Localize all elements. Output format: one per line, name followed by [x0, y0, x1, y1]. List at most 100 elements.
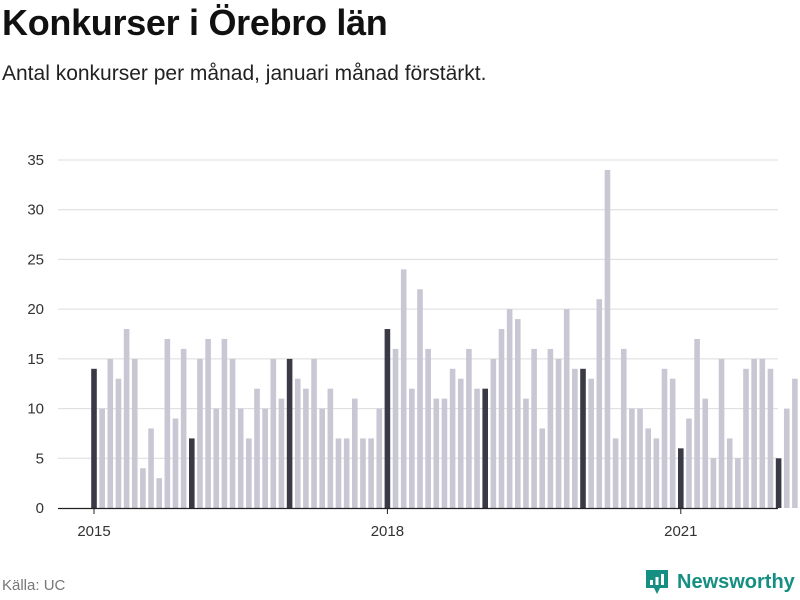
- bar: [669, 378, 676, 508]
- y-tick-label: 25: [27, 251, 44, 268]
- bar: [759, 358, 766, 508]
- bar: [457, 378, 464, 508]
- y-tick-label: 10: [27, 401, 44, 418]
- bar: [433, 398, 440, 508]
- bar-january: [189, 438, 195, 508]
- bar: [254, 388, 260, 508]
- bar: [572, 368, 578, 508]
- bar: [107, 358, 114, 508]
- bar: [751, 358, 757, 508]
- bar: [441, 398, 448, 508]
- bar: [262, 408, 268, 508]
- newsworthy-logo-icon: [646, 570, 668, 594]
- bar: [531, 348, 537, 508]
- bar: [710, 458, 717, 508]
- bar: [172, 418, 179, 508]
- bar-january: [286, 358, 293, 508]
- bar: [148, 428, 154, 508]
- bar: [726, 438, 733, 508]
- newsworthy-logo[interactable]: Newsworthy: [645, 569, 795, 595]
- y-tick-label: 15: [27, 351, 44, 368]
- chart-title: Konkurser i Örebro län: [2, 2, 388, 43]
- bar: [686, 418, 692, 508]
- bar: [278, 398, 285, 508]
- bar: [229, 358, 236, 508]
- bar: [425, 348, 431, 508]
- bar-january: [678, 448, 684, 508]
- bar: [563, 309, 570, 508]
- bar: [645, 428, 651, 508]
- bar: [702, 398, 709, 508]
- bar: [629, 408, 635, 508]
- bar: [718, 358, 725, 508]
- bar: [294, 378, 301, 508]
- bar: [735, 458, 741, 508]
- bar: [360, 438, 366, 508]
- bar: [115, 378, 122, 508]
- bar: [449, 368, 456, 508]
- bar: [653, 438, 660, 508]
- bar: [547, 348, 554, 508]
- bar: [506, 309, 513, 508]
- bar: [555, 358, 562, 508]
- source-label: Källa: UC: [2, 577, 66, 594]
- bar: [343, 438, 350, 508]
- bar: [99, 408, 105, 508]
- bar-chart: 05101520253035201520182021202323: [27, 152, 798, 540]
- bar: [498, 329, 505, 508]
- bar: [237, 408, 244, 508]
- bar: [523, 398, 529, 508]
- bar: [156, 478, 162, 508]
- bar: [474, 388, 480, 508]
- bar: [131, 358, 138, 508]
- y-tick-label: 30: [27, 202, 44, 219]
- bar: [539, 428, 546, 508]
- bar: [596, 299, 603, 508]
- bar: [417, 289, 423, 508]
- bar: [409, 388, 415, 508]
- bar: [368, 438, 374, 508]
- bar-january: [384, 329, 391, 508]
- y-tick-label: 0: [36, 500, 44, 517]
- bar: [783, 408, 790, 508]
- x-tick-label: 2015: [77, 523, 110, 540]
- x-tick-label: 2021: [664, 523, 697, 540]
- brand-name: Newsworthy: [677, 570, 795, 593]
- bar: [311, 358, 317, 508]
- bar: [743, 368, 749, 508]
- bar: [792, 378, 798, 508]
- bar-january: [580, 368, 586, 508]
- bar: [637, 408, 643, 508]
- bar: [180, 348, 187, 508]
- bar-january: [482, 388, 488, 508]
- bar: [352, 398, 358, 508]
- bar: [327, 388, 334, 508]
- bar: [661, 368, 668, 508]
- bar: [221, 338, 228, 508]
- bar: [205, 338, 211, 508]
- bar: [213, 408, 220, 508]
- bar: [767, 368, 774, 508]
- bar: [140, 468, 146, 508]
- bar: [466, 348, 472, 508]
- bar: [604, 169, 611, 508]
- bar: [164, 338, 171, 508]
- chart-subtitle: Antal konkurser per månad, januari månad…: [2, 62, 487, 85]
- bar: [515, 319, 521, 508]
- bar: [620, 348, 627, 508]
- bar: [335, 438, 342, 508]
- bar: [490, 358, 497, 508]
- bar: [303, 388, 309, 508]
- bar: [246, 438, 252, 508]
- y-tick-label: 35: [27, 152, 44, 169]
- x-tick-label: 2018: [371, 523, 404, 540]
- bar: [123, 329, 130, 508]
- bar-january: [91, 368, 97, 508]
- bar-january: [775, 458, 782, 508]
- y-tick-label: 5: [36, 450, 44, 467]
- bar: [376, 408, 383, 508]
- bar: [392, 348, 399, 508]
- bar: [612, 438, 619, 508]
- bar: [197, 358, 203, 508]
- bar: [588, 378, 594, 508]
